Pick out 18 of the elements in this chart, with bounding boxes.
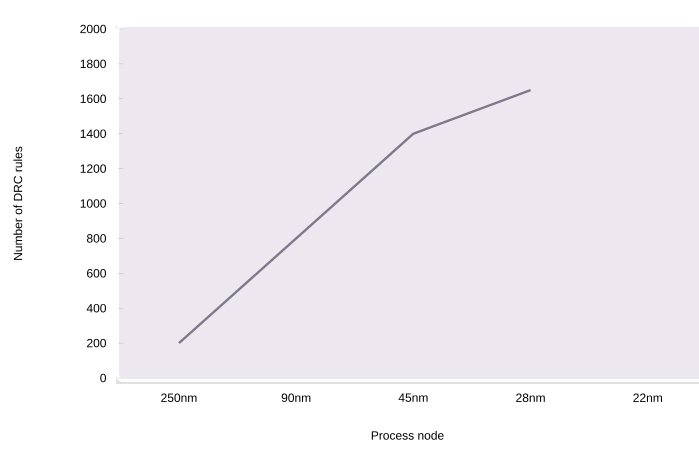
y-tick-label: 1400 bbox=[80, 129, 106, 138]
y-tick-label: 1600 bbox=[80, 94, 106, 104]
y-tick-label: 1000 bbox=[80, 199, 106, 208]
x-tick-label: 28nm bbox=[516, 394, 545, 402]
y-tick-label: 2000 bbox=[80, 24, 106, 34]
x-axis-title: Process node bbox=[372, 430, 444, 440]
y-axis-title: Number of DRC rules bbox=[13, 146, 22, 260]
y-tick-label: 600 bbox=[87, 269, 106, 278]
y-tick-label: 400 bbox=[86, 304, 106, 312]
x-tick-label: 45nm bbox=[398, 394, 428, 402]
x-tick-label: 90nm bbox=[282, 394, 310, 402]
y-tick-label: 800 bbox=[86, 234, 106, 243]
y-tick-label: 0 bbox=[100, 374, 106, 382]
y-tick-label: 1200 bbox=[80, 164, 106, 173]
y-tick-label: 1800 bbox=[80, 60, 106, 68]
x-tick-label: 250nm bbox=[161, 394, 196, 402]
x-tick-label: 22nm bbox=[633, 394, 662, 402]
y-tick-label: 200 bbox=[87, 338, 106, 348]
